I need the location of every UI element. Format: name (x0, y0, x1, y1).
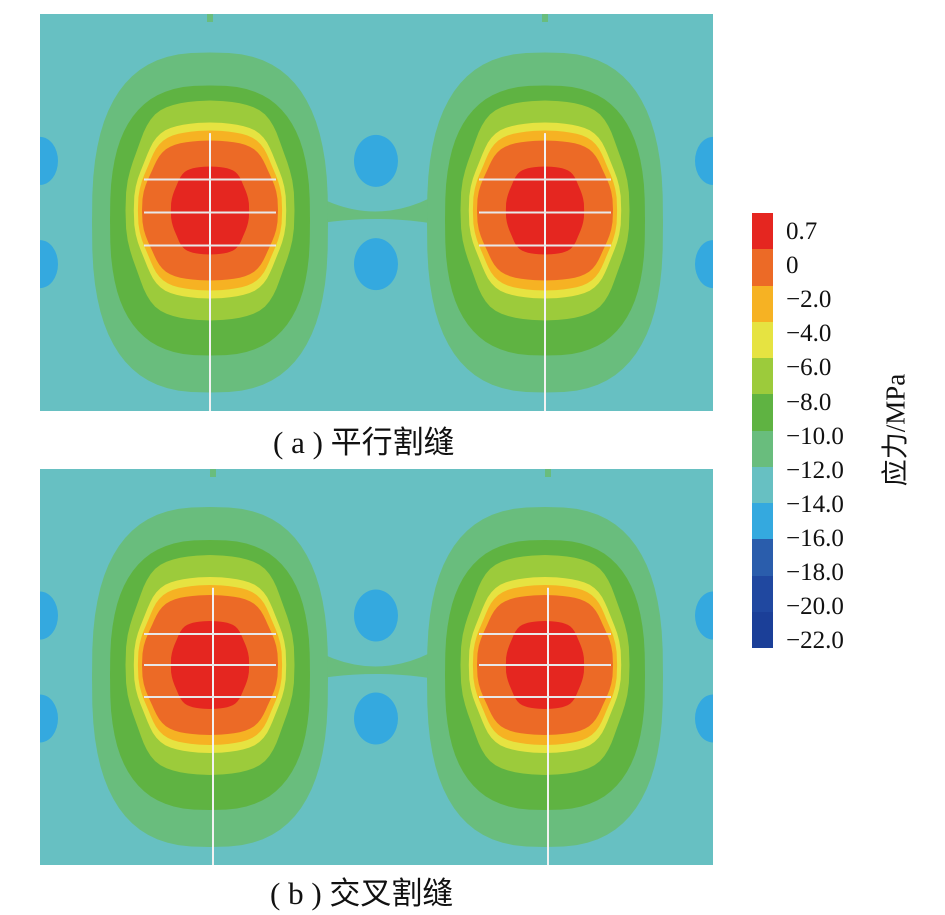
stress-concentration-zone (92, 469, 328, 865)
low-stress-spot (40, 694, 58, 743)
legend-title: 应力/MPa (880, 373, 911, 487)
caption-parallel-slot: ( a ) 平行割缝 (273, 425, 455, 460)
low-stress-spot (40, 591, 58, 640)
colorbar-tick-label: −22.0 (786, 627, 844, 655)
colorbar-tick-label: −14.0 (786, 490, 844, 518)
colorbar-swatch (752, 430, 773, 467)
colorbar-tick-label: −12.0 (786, 456, 844, 484)
low-stress-spot (695, 136, 713, 185)
caption-cross-slot: ( b ) 交叉割缝 (270, 876, 454, 911)
low-stress-spot (354, 589, 398, 642)
colorbar-swatch (752, 358, 773, 395)
colorbar-swatch (752, 213, 773, 250)
low-stress-spot (354, 134, 398, 187)
low-stress-spot (40, 136, 58, 185)
colorbar-swatch (752, 394, 773, 431)
colorbar-tick-label: −16.0 (786, 524, 844, 552)
colorbar-tick-label: −18.0 (786, 559, 844, 586)
colorbar-swatch (752, 466, 773, 503)
low-stress-spot (695, 240, 713, 289)
colorbar-swatch (752, 249, 773, 286)
stress-colorbar (752, 213, 773, 648)
stress-contour-panel-parallel (40, 14, 713, 411)
low-stress-spot (354, 238, 398, 291)
colorbar-swatch (752, 575, 773, 612)
low-stress-spot (695, 591, 713, 640)
bridge-stress-zone (290, 179, 460, 229)
colorbar-tick-label: 0.7 (786, 218, 818, 245)
stress-concentration-zone (427, 14, 663, 411)
contour-plot (40, 14, 713, 411)
colorbar-tick-label: −4.0 (786, 320, 832, 348)
colorbar-swatch (752, 539, 773, 576)
low-stress-spot (40, 240, 58, 289)
low-stress-spot (354, 692, 398, 745)
stress-concentration-zone (92, 14, 328, 411)
bridge-stress-zone (290, 634, 460, 684)
colorbar-swatch (752, 321, 773, 358)
colorbar-swatch (752, 503, 773, 540)
colorbar-tick-label: −6.0 (786, 354, 832, 382)
colorbar-swatch (752, 611, 773, 648)
low-stress-spot (695, 694, 713, 743)
colorbar-swatch (752, 285, 773, 322)
colorbar-tick-label: −20.0 (786, 593, 844, 621)
stress-contour-panel-cross (40, 469, 713, 865)
contour-plot (40, 469, 713, 865)
colorbar-tick-label: −2.0 (786, 286, 832, 314)
colorbar-tick-label: −8.0 (786, 388, 832, 416)
stress-concentration-zone (427, 469, 663, 865)
colorbar-tick-label: 0 (786, 252, 799, 280)
colorbar-tick-label: −10.0 (786, 422, 844, 450)
